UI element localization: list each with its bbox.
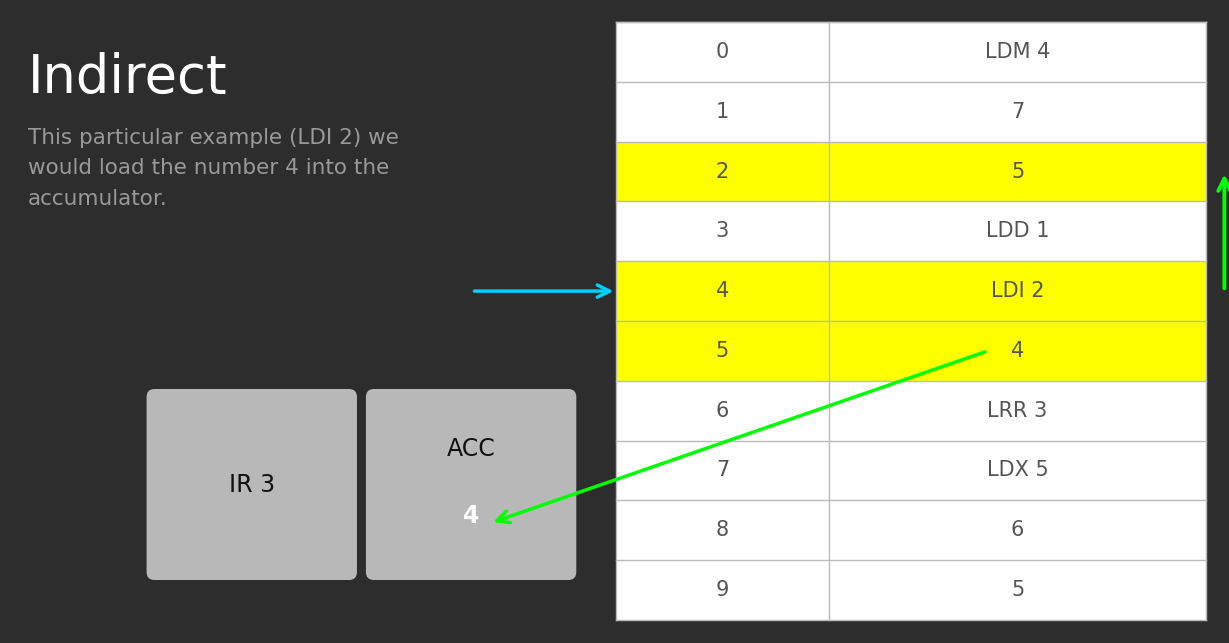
Text: 0: 0	[715, 42, 729, 62]
FancyBboxPatch shape	[146, 389, 356, 580]
Text: LDI 2: LDI 2	[991, 281, 1045, 301]
FancyBboxPatch shape	[366, 389, 576, 580]
Text: LDD 1: LDD 1	[986, 221, 1050, 241]
Bar	[616, 141, 1207, 201]
Text: 6: 6	[715, 401, 729, 421]
Text: 3: 3	[715, 221, 729, 241]
Text: LDM 4: LDM 4	[984, 42, 1051, 62]
Text: 5: 5	[1011, 161, 1024, 181]
Text: Indirect: Indirect	[28, 52, 227, 104]
Bar	[616, 22, 1207, 620]
Text: 4: 4	[1011, 341, 1024, 361]
Text: 5: 5	[715, 341, 729, 361]
Text: This particular example (LDI 2) we
would load the number 4 into the
accumulator.: This particular example (LDI 2) we would…	[28, 128, 398, 209]
Text: 2: 2	[715, 161, 729, 181]
Text: 8: 8	[715, 520, 729, 540]
Text: LDX 5: LDX 5	[987, 460, 1048, 480]
Text: 4: 4	[715, 281, 729, 301]
Text: 5: 5	[1011, 580, 1024, 600]
Text: 1: 1	[715, 102, 729, 122]
Text: 7: 7	[715, 460, 729, 480]
Text: 9: 9	[715, 580, 729, 600]
Text: 4: 4	[463, 504, 479, 528]
Text: ACC: ACC	[446, 437, 495, 462]
Text: IR 3: IR 3	[229, 473, 275, 496]
Text: 6: 6	[1011, 520, 1024, 540]
Bar	[616, 261, 1207, 321]
Text: LRR 3: LRR 3	[987, 401, 1047, 421]
Text: 7: 7	[1011, 102, 1024, 122]
Bar	[616, 321, 1207, 381]
